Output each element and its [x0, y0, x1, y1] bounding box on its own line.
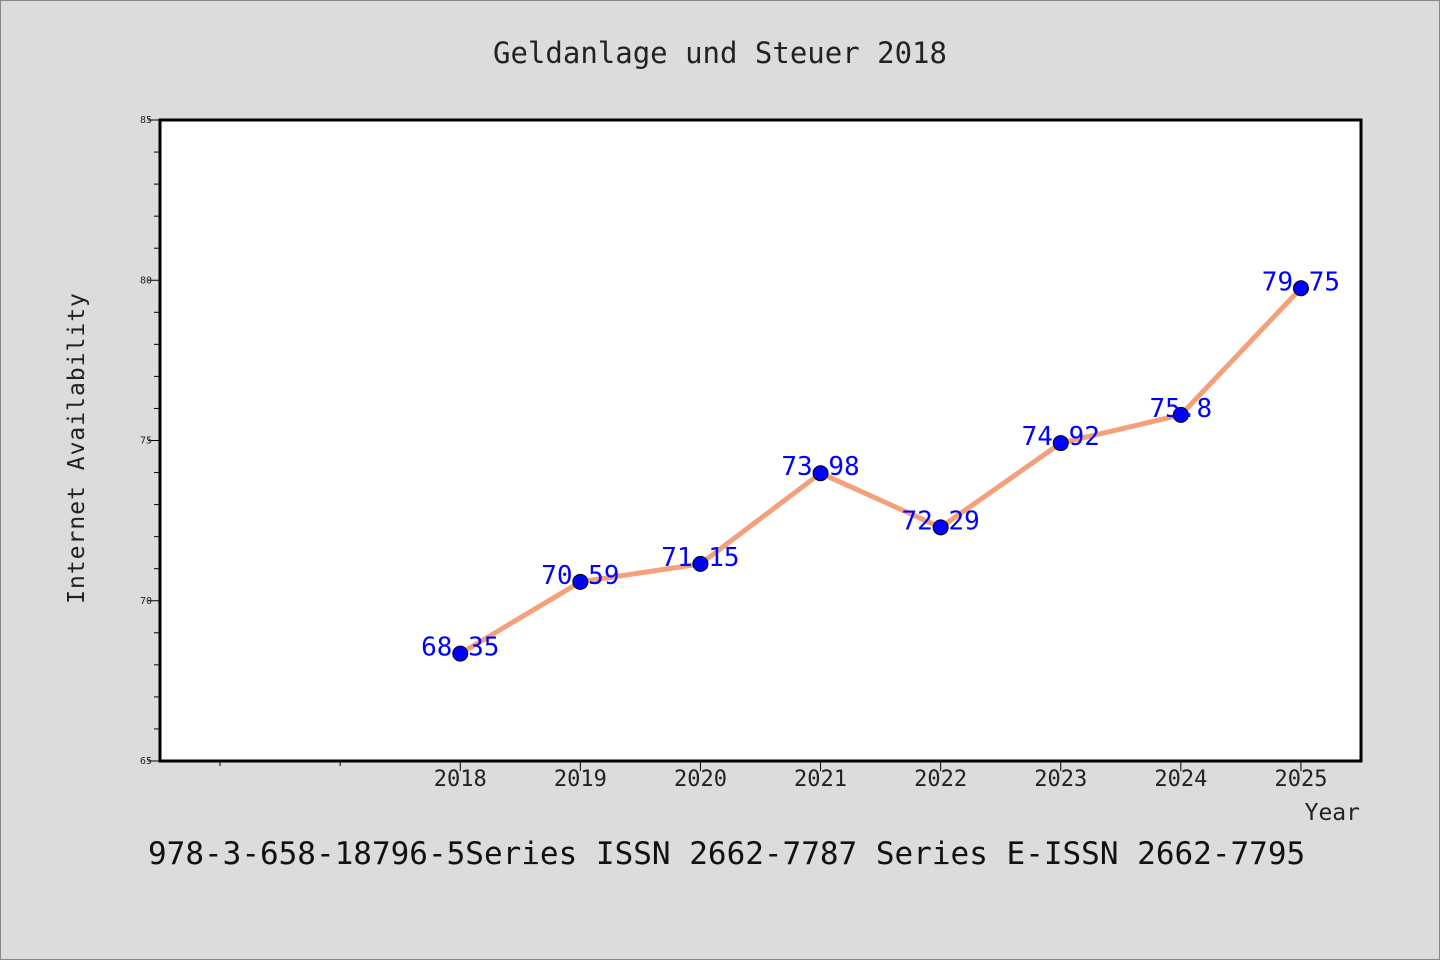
- plot-frame: [158, 118, 1363, 763]
- x-tick-label: 2025: [1274, 767, 1327, 792]
- data-point-marker: [932, 519, 949, 536]
- y-tick-label: 70: [140, 596, 152, 607]
- data-point-label: 68.35: [421, 633, 499, 663]
- data-point-marker: [692, 555, 709, 572]
- x-tick-label: 2023: [1034, 767, 1087, 792]
- data-point-label: 71.15: [661, 543, 739, 573]
- data-point-marker: [452, 645, 469, 662]
- data-point-marker: [812, 465, 829, 482]
- x-tick-label: 2024: [1154, 767, 1207, 792]
- x-tick-label: 2022: [914, 767, 967, 792]
- y-tick-label: 65: [140, 756, 152, 767]
- x-axis: 2018 2019 2020 2021 2022 2023 2024 2025: [219, 761, 1327, 792]
- footer-isbn-text: 978-3-658-18796-5Series ISSN 2662-7787 S…: [148, 836, 1305, 872]
- data-point-label: 73.98: [781, 452, 859, 482]
- y-tick-label: 85: [140, 115, 152, 126]
- data-point-marker: [1052, 435, 1069, 452]
- x-axis-label: Year: [1305, 800, 1360, 826]
- y-tick-label: 75: [140, 436, 152, 447]
- data-point-marker: [1292, 280, 1309, 297]
- data-point-marker: [1172, 406, 1189, 423]
- data-point-label: 74.92: [1022, 422, 1100, 452]
- x-tick-label: 2018: [434, 767, 487, 792]
- data-labels: 68.35 70.59 71.15 73.98 72.29 74.92 75.8 79.75: [421, 267, 1340, 662]
- data-point-label: 72.29: [902, 506, 980, 536]
- y-axis: 65 70 75 80 85: [140, 115, 160, 767]
- x-tick-label: 2020: [674, 767, 727, 792]
- data-point-label: 70.59: [541, 561, 619, 591]
- data-point-marker: [572, 573, 589, 590]
- y-axis-label: Internet Availability: [64, 292, 90, 604]
- chart-title: Geldanlage und Steuer 2018: [493, 36, 947, 70]
- y-tick-label: 80: [140, 275, 152, 286]
- x-tick-label: 2021: [794, 767, 847, 792]
- x-tick-label: 2019: [554, 767, 607, 792]
- series-line: [457, 285, 1304, 657]
- plot-area: [160, 120, 1361, 761]
- series-markers: [452, 280, 1309, 662]
- data-point-label: 79.75: [1262, 267, 1340, 297]
- data-point-label: 75.8: [1150, 394, 1213, 424]
